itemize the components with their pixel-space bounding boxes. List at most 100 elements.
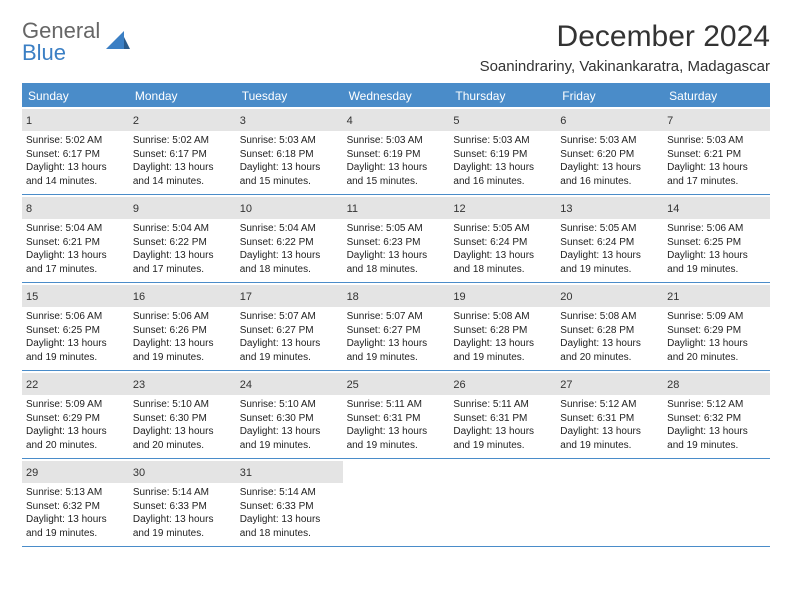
day-number: 6 [560,115,566,127]
daylight: Daylight: 13 hours and 19 minutes. [453,425,552,452]
day-header: 25 [343,373,450,395]
day-number: 8 [26,203,32,215]
sunset: Sunset: 6:33 PM [240,500,339,514]
day-header: 13 [556,197,663,219]
day-info: Sunrise: 5:04 AMSunset: 6:21 PMDaylight:… [26,222,125,276]
daylight: Daylight: 13 hours and 19 minutes. [240,425,339,452]
daylight: Daylight: 13 hours and 20 minutes. [667,337,766,364]
day-header: 27 [556,373,663,395]
day-cell: 6 Sunrise: 5:03 AMSunset: 6:20 PMDaylight… [556,107,663,194]
day-cell: 20Sunrise: 5:08 AMSunset: 6:28 PMDayligh… [556,283,663,370]
day-header: 12 [449,197,556,219]
sunrise: Sunrise: 5:14 AM [133,486,232,500]
weekday-header: Saturday [663,85,770,107]
day-number: 12 [453,203,465,215]
sunset: Sunset: 6:30 PM [133,412,232,426]
day-number: 15 [26,291,38,303]
sunrise: Sunrise: 5:10 AM [240,398,339,412]
day-header: 3 [236,109,343,131]
day-header: 9 [129,197,236,219]
day-cell: 8 Sunrise: 5:04 AMSunset: 6:21 PMDaylight… [22,195,129,282]
weekday-header: Sunday [22,85,129,107]
daylight: Daylight: 13 hours and 19 minutes. [560,425,659,452]
day-info: Sunrise: 5:06 AMSunset: 6:25 PMDaylight:… [26,310,125,364]
sunset: Sunset: 6:22 PM [240,236,339,250]
day-info: Sunrise: 5:02 AMSunset: 6:17 PMDaylight:… [133,134,232,188]
sunrise: Sunrise: 5:04 AM [240,222,339,236]
day-cell: 18Sunrise: 5:07 AMSunset: 6:27 PMDayligh… [343,283,450,370]
day-info: Sunrise: 5:05 AMSunset: 6:24 PMDaylight:… [453,222,552,276]
day-number: 18 [347,291,359,303]
day-number: 29 [26,467,38,479]
day-cell: 11Sunrise: 5:05 AMSunset: 6:23 PMDayligh… [343,195,450,282]
day-cell: 2Sunrise: 5:02 AMSunset: 6:17 PMDaylight… [129,107,236,194]
day-number: 26 [453,379,465,391]
daylight: Daylight: 13 hours and 19 minutes. [347,425,446,452]
weekday-header: Monday [129,85,236,107]
day-number: 16 [133,291,145,303]
day-header: 15 [22,285,129,307]
daylight: Daylight: 13 hours and 14 minutes. [133,161,232,188]
month-title: December 2024 [480,20,770,54]
logo-text-block: General Blue [22,20,100,64]
day-number: 19 [453,291,465,303]
day-number: 27 [560,379,572,391]
weekday-row: SundayMondayTuesdayWednesdayThursdayFrid… [22,85,770,107]
sunset: Sunset: 6:27 PM [347,324,446,338]
day-header: 6 [556,109,663,131]
weekday-header: Wednesday [343,85,450,107]
sunrise: Sunrise: 5:03 AM [667,134,766,148]
day-info: Sunrise: 5:12 AMSunset: 6:32 PMDaylight:… [667,398,766,452]
day-info: Sunrise: 5:11 AMSunset: 6:31 PMDaylight:… [347,398,446,452]
day-number: 9 [133,203,139,215]
sunset: Sunset: 6:31 PM [453,412,552,426]
logo-line2: Blue [22,42,100,64]
sunset: Sunset: 6:33 PM [133,500,232,514]
day-info: Sunrise: 5:04 AMSunset: 6:22 PMDaylight:… [133,222,232,276]
sunrise: Sunrise: 5:06 AM [133,310,232,324]
sunrise: Sunrise: 5:05 AM [347,222,446,236]
day-cell: 30Sunrise: 5:14 AMSunset: 6:33 PMDayligh… [129,459,236,546]
day-info: Sunrise: 5:04 AMSunset: 6:22 PMDaylight:… [240,222,339,276]
day-info: Sunrise: 5:14 AMSunset: 6:33 PMDaylight:… [240,486,339,540]
calendar: SundayMondayTuesdayWednesdayThursdayFrid… [22,83,770,547]
day-number: 3 [240,115,246,127]
day-number: 1 [26,115,32,127]
sunrise: Sunrise: 5:03 AM [240,134,339,148]
day-info: Sunrise: 5:03 AMSunset: 6:19 PMDaylight:… [453,134,552,188]
sunrise: Sunrise: 5:02 AM [26,134,125,148]
sunrise: Sunrise: 5:07 AM [347,310,446,324]
day-cell: 24Sunrise: 5:10 AMSunset: 6:30 PMDayligh… [236,371,343,458]
sunrise: Sunrise: 5:12 AM [667,398,766,412]
sunrise: Sunrise: 5:10 AM [133,398,232,412]
day-header: 28 [663,373,770,395]
daylight: Daylight: 13 hours and 17 minutes. [133,249,232,276]
page-header: General Blue December 2024 Soanindrariny… [22,20,770,75]
day-number: 21 [667,291,679,303]
sunrise: Sunrise: 5:09 AM [26,398,125,412]
sunset: Sunset: 6:17 PM [133,148,232,162]
day-cell: 28 Sunrise: 5:12 AMSunset: 6:32 PMDayligh… [663,371,770,458]
daylight: Daylight: 13 hours and 17 minutes. [667,161,766,188]
weeks-container: 1Sunrise: 5:02 AMSunset: 6:17 PMDaylight… [22,107,770,547]
day-cell: 17Sunrise: 5:07 AMSunset: 6:27 PMDayligh… [236,283,343,370]
day-header: 8 [22,197,129,219]
sunrise: Sunrise: 5:11 AM [347,398,446,412]
day-cell [556,459,663,546]
sunset: Sunset: 6:28 PM [560,324,659,338]
daylight: Daylight: 13 hours and 19 minutes. [133,337,232,364]
day-cell [343,459,450,546]
sunset: Sunset: 6:28 PM [453,324,552,338]
day-info: Sunrise: 5:09 AMSunset: 6:29 PMDaylight:… [26,398,125,452]
logo: General Blue [22,20,130,64]
day-cell: 15 Sunrise: 5:06 AMSunset: 6:25 PMDayligh… [22,283,129,370]
day-cell: 1Sunrise: 5:02 AMSunset: 6:17 PMDaylight… [22,107,129,194]
day-header: 23 [129,373,236,395]
daylight: Daylight: 13 hours and 19 minutes. [667,425,766,452]
sunset: Sunset: 6:19 PM [453,148,552,162]
day-cell: 13Sunrise: 5:05 AMSunset: 6:24 PMDayligh… [556,195,663,282]
day-cell: 21Sunrise: 5:09 AMSunset: 6:29 PMDayligh… [663,283,770,370]
day-cell: 12 Sunrise: 5:05 AMSunset: 6:24 PMDayligh… [449,195,556,282]
day-info: Sunrise: 5:03 AMSunset: 6:20 PMDaylight:… [560,134,659,188]
daylight: Daylight: 13 hours and 14 minutes. [26,161,125,188]
